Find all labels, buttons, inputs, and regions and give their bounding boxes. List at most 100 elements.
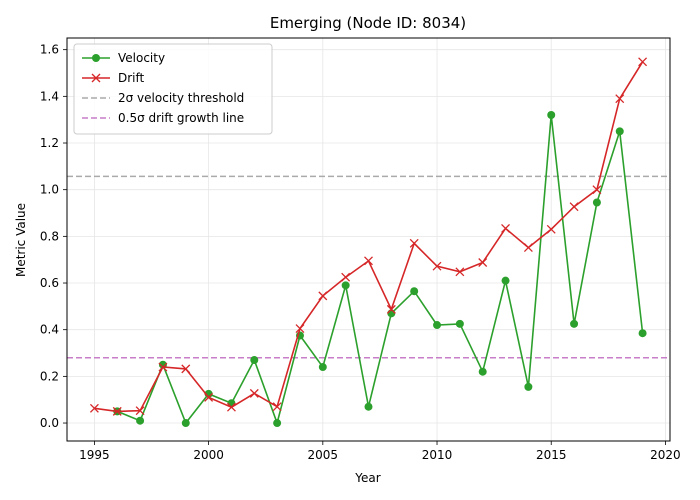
marker-stroke: [341, 272, 351, 282]
y-tick-label: 0.0: [40, 416, 59, 430]
marker-stroke: [478, 258, 488, 267]
data-point: [226, 402, 236, 412]
data-point: [272, 402, 282, 412]
legend-marker: [92, 54, 100, 62]
plot-area-frame: [66, 37, 671, 442]
marker-stroke: [523, 243, 533, 253]
marker-stroke: [638, 57, 648, 67]
y-tick-label: 1.2: [40, 136, 59, 150]
x-tick-label: 2005: [308, 448, 339, 462]
data-point: [181, 419, 190, 428]
marker-stroke: [135, 406, 145, 416]
data-point: [570, 319, 579, 328]
marker-stroke: [112, 406, 122, 416]
data-point: [410, 287, 419, 296]
data-point: [386, 304, 396, 314]
x-tick-label: 2010: [422, 448, 453, 462]
data-point: [341, 281, 350, 290]
data-point: [592, 198, 601, 207]
x-tick-label: 2015: [536, 448, 567, 462]
data-point: [592, 185, 602, 195]
data-point: [273, 419, 282, 428]
data-point: [523, 243, 533, 253]
legend-label: 2σ velocity threshold: [118, 91, 244, 105]
marker-stroke: [318, 291, 328, 301]
series-layer: [89, 57, 648, 428]
data-point: [478, 367, 487, 376]
legend: Velocity Drift 2σ velocity threshold 0.5σ d…: [73, 43, 273, 135]
legend-label: Drift: [118, 71, 145, 85]
x-tick-label: 1995: [79, 448, 110, 462]
data-point: [204, 392, 214, 402]
data-point: [501, 223, 511, 233]
x-axis-ticks: 1995 2000 2005 2010 2015 2020: [79, 441, 681, 462]
marker-stroke: [181, 364, 191, 374]
data-point: [455, 319, 464, 328]
data-point: [135, 406, 145, 416]
data-point: [638, 329, 647, 338]
y-tick-label: 0.4: [40, 323, 59, 337]
marker-stroke: [592, 185, 602, 195]
data-point: [455, 267, 465, 277]
data-point: [569, 202, 579, 212]
y-axis-label: Metric Value: [14, 203, 28, 277]
data-point: [546, 224, 556, 234]
data-point: [615, 127, 624, 136]
legend-box: [73, 43, 273, 135]
legend-entry: 2σ velocity threshold: [82, 91, 244, 105]
data-point: [638, 57, 648, 67]
data-point: [112, 406, 122, 416]
data-point: [89, 403, 99, 413]
data-point: [249, 388, 259, 398]
marker-stroke: [272, 402, 282, 412]
x-tick-label: 2000: [193, 448, 224, 462]
marker-stroke: [89, 403, 99, 413]
data-point: [478, 258, 488, 267]
series-drift: [89, 57, 648, 416]
y-axis-ticks: 0.0 0.2 0.4 0.6 0.8 1.0 1.2 1.4 1.6: [40, 43, 67, 430]
data-point: [547, 111, 556, 120]
data-point: [364, 256, 373, 266]
y-tick-label: 0.8: [40, 229, 59, 243]
data-point: [433, 321, 442, 330]
reference-lines: [67, 175, 670, 359]
y-tick-label: 1.4: [40, 89, 59, 103]
x-tick-label: 2020: [650, 448, 681, 462]
marker-stroke: [295, 324, 305, 333]
data-point: [318, 363, 327, 372]
grid: [67, 38, 670, 441]
marker-stroke: [386, 304, 396, 314]
marker-stroke: [158, 362, 168, 372]
marker-stroke: [615, 94, 625, 104]
data-point: [432, 261, 442, 271]
legend-label: 0.5σ drift growth line: [118, 111, 244, 125]
chart-title: Emerging (Node ID: 8034): [270, 14, 466, 32]
data-point: [409, 238, 419, 248]
data-point: [318, 291, 328, 301]
legend-label: Velocity: [118, 51, 165, 65]
y-tick-label: 0.6: [40, 276, 59, 290]
legend-entry: Velocity: [82, 51, 165, 65]
data-point: [295, 324, 305, 333]
marker-stroke: [249, 388, 259, 398]
marker-stroke: [546, 224, 556, 234]
y-tick-label: 0.2: [40, 369, 59, 383]
marker-stroke: [409, 238, 419, 248]
data-point: [136, 416, 145, 425]
series-velocity: [113, 111, 647, 428]
data-point: [341, 272, 351, 282]
marker-stroke: [364, 256, 373, 266]
marker-stroke: [432, 261, 442, 271]
marker-stroke: [501, 223, 511, 233]
legend-entry: Drift: [82, 71, 145, 85]
y-tick-label: 1.0: [40, 183, 59, 197]
marker-stroke: [226, 402, 236, 412]
data-point: [364, 402, 373, 411]
data-point: [158, 362, 168, 372]
series-line: [116, 114, 644, 426]
marker-stroke: [569, 202, 579, 212]
legend-entry: 0.5σ drift growth line: [82, 111, 244, 125]
marker-stroke: [204, 392, 214, 402]
x-axis-label: Year: [354, 471, 380, 485]
